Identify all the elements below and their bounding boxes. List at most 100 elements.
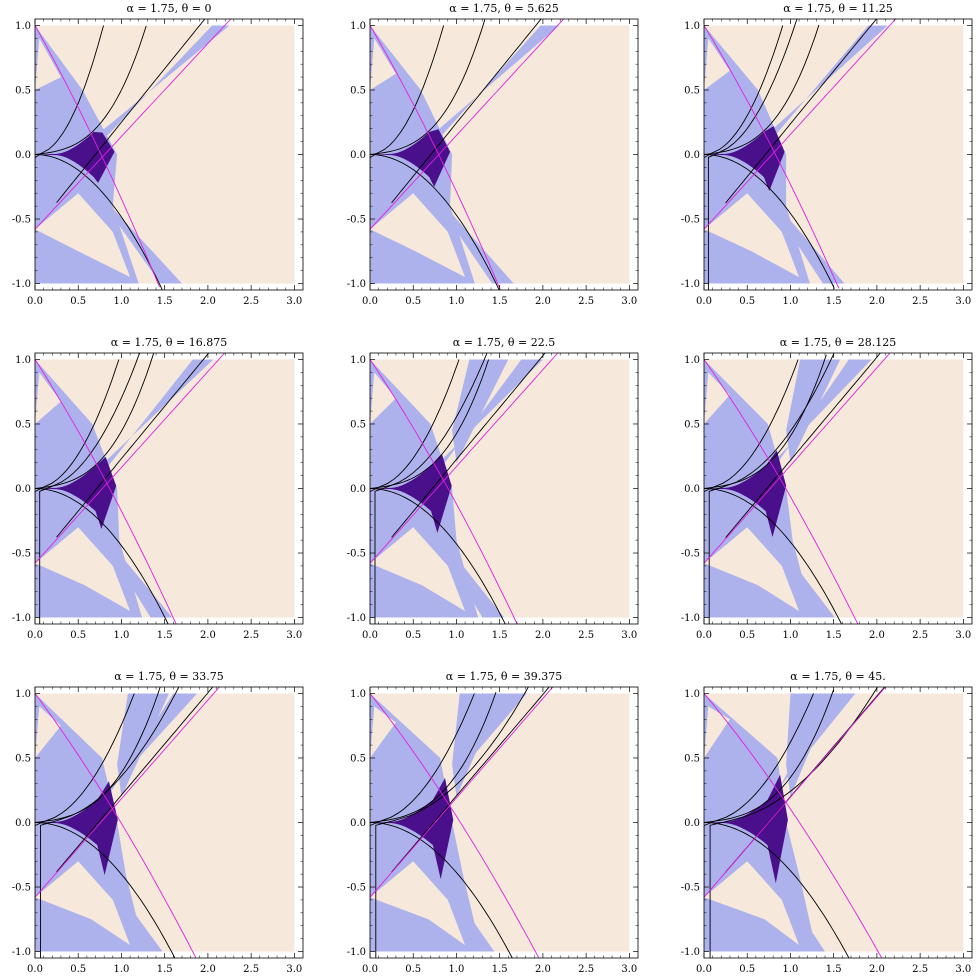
plot-area [704,353,964,624]
black-curve [35,25,104,232]
x-tick-label: 3.0 [286,630,302,641]
x-tick-label: 2.0 [200,964,216,975]
x-tick-label: 3.0 [955,630,971,641]
region-cream [35,372,61,424]
plot-area [370,19,630,290]
x-tick-label: 2.0 [535,964,551,975]
magenta-curve [704,353,891,564]
black-curve [56,19,206,203]
region-light [786,359,841,463]
subplot-title: α = 1.75, θ = 39.375 [446,670,562,683]
magenta-curve [35,359,177,624]
magenta-curve [35,25,160,288]
subplot-6: α = 1.75, θ = 28.125 0.0 0.5 1.0 1.5 2.0 2.5 3.… [681,336,973,641]
black-curve [35,822,176,958]
black-curve [704,822,850,958]
y-tick-label: -1.0 [681,947,700,958]
black-curve [391,687,550,873]
black-curve [391,353,546,538]
subplot-9: α = 1.75, θ = 45. 0.0 0.5 1.0 1.5 2.0 2.5 3.0 -1… [681,670,973,975]
x-tick-label: 1.0 [448,630,464,641]
x-tick-label: 0.0 [696,964,712,975]
y-tick-label: 1.0 [684,689,700,700]
region-dark [704,126,785,191]
plot-area [35,687,295,958]
region-cream [704,527,800,612]
x-tick-label: 0.5 [70,630,86,641]
magenta-curve [35,353,226,564]
y-tick-label: -0.5 [347,215,366,226]
x-tick-label: 1.5 [492,296,508,307]
y-tick-label: -1.0 [12,279,31,290]
x-tick-label: 3.0 [286,296,302,307]
y-tick-label: 0.5 [350,419,366,430]
region-cream [35,38,61,90]
x-tick-label: 1.0 [782,296,798,307]
y-tick-label: -0.5 [681,215,700,226]
x-tick-label: 3.0 [955,296,971,307]
black-curve [707,19,798,290]
subplot-3: α = 1.75, θ = 11.25 0.0 0.5 1.0 1.5 2.0 2.5 3.0… [681,2,973,307]
x-tick-label: 1.5 [826,296,842,307]
y-tick-label: 0.0 [684,150,700,161]
y-tick-label: -1.0 [347,613,366,624]
black-curve [370,488,506,624]
x-tick-label: 0.5 [739,964,755,975]
black-curve [56,353,210,538]
x-tick-label: 3.0 [955,964,971,975]
magenta-curve [35,693,197,958]
region-cream [35,527,131,612]
y-tick-label: 0.5 [684,85,700,96]
subplot-title: α = 1.75, θ = 33.75 [114,670,223,683]
region-cream [370,861,466,946]
y-tick-label: 0.5 [350,85,366,96]
magenta-curve [370,359,518,624]
x-tick-label: 2.5 [578,964,594,975]
plot-area [704,19,964,290]
x-tick-label: 2.5 [243,964,259,975]
x-tick-label: 2.0 [869,964,885,975]
magenta-curve [704,687,887,898]
y-tick-label: 0.5 [350,753,366,764]
black-curve [725,353,881,538]
x-tick-label: 0.0 [362,630,378,641]
magenta-curve [370,693,540,958]
y-tick-label: -0.5 [681,549,700,560]
x-tick-label: 2.5 [578,296,594,307]
x-tick-label: 1.5 [157,630,173,641]
x-tick-label: 2.5 [912,630,928,641]
region-cream [35,706,61,758]
y-tick-label: -0.5 [12,883,31,894]
x-tick-label: 0.5 [405,296,421,307]
black-curve [704,689,835,823]
y-tick-label: 0.5 [684,419,700,430]
x-tick-label: 1.0 [782,630,798,641]
x-tick-label: 2.0 [535,630,551,641]
black-curve [375,687,529,958]
y-tick-label: 0.0 [684,818,700,829]
x-tick-label: 3.0 [621,630,637,641]
black-curve [370,693,475,900]
x-tick-label: 0.5 [739,630,755,641]
region-light [452,693,502,797]
x-tick-label: 0.5 [405,964,421,975]
y-tick-label: 0.0 [15,484,31,495]
region-cream [704,372,730,424]
y-tick-label: 1.0 [350,355,366,366]
black-curve [35,693,135,900]
x-tick-label: 2.0 [200,296,216,307]
region-dark [370,129,451,187]
y-tick-label: -0.5 [681,883,700,894]
y-tick-label: 0.0 [684,484,700,495]
region-light [751,841,825,952]
y-tick-label: -0.5 [12,215,31,226]
x-tick-label: 3.0 [621,296,637,307]
black-curve [374,353,488,624]
subplot-title: α = 1.75, θ = 28.125 [780,336,896,349]
black-curve [40,687,180,958]
subplot-7: α = 1.75, θ = 33.75 0.0 0.5 1.0 1.5 2.0 2.5 3.0… [12,670,304,975]
region-cream [35,861,131,946]
y-tick-label: 0.5 [684,753,700,764]
magenta-curve [704,25,840,289]
x-tick-label: 0.0 [696,296,712,307]
